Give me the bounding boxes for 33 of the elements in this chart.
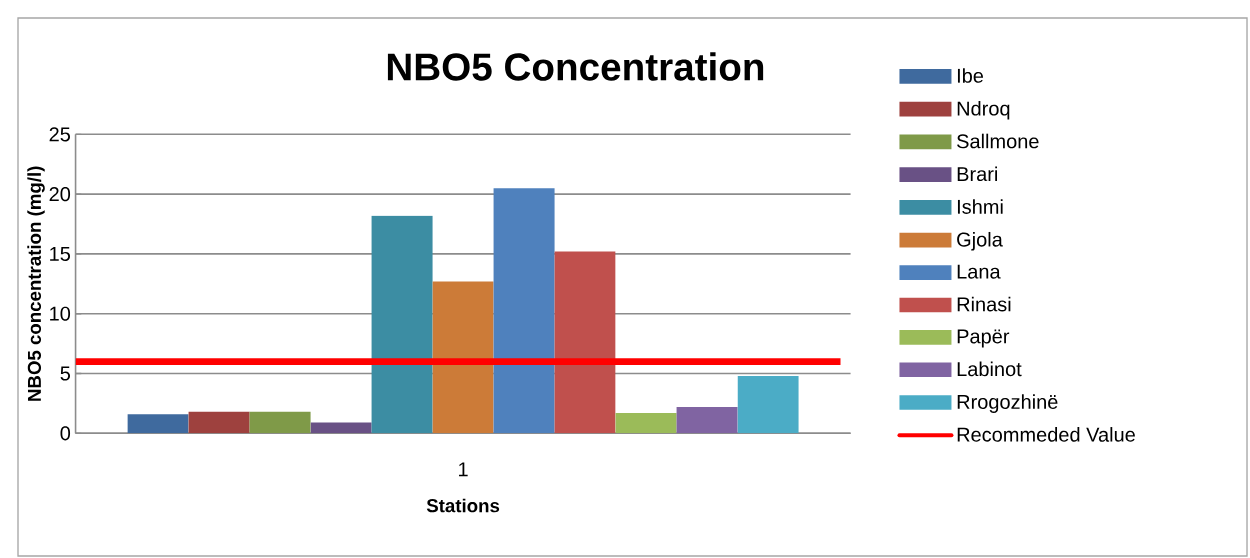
legend-label: Ishmi [957, 199, 1003, 214]
legend-label: Rrogozhinë [957, 394, 1058, 413]
legend-label: Rinasi [957, 296, 1011, 312]
legend-label: Ndroq [957, 100, 1010, 120]
y-tick-label: 25 [49, 127, 71, 142]
legend-label: Ibe [957, 68, 984, 83]
bar [371, 215, 433, 434]
chart-title: NBO5 Concentration [387, 52, 764, 81]
y-tick-label: 10 [50, 306, 71, 321]
bar [737, 375, 799, 434]
legend-label: Brari [957, 166, 997, 182]
legend-label: Labinot [957, 361, 1022, 377]
bar [188, 411, 250, 434]
y-axis-title: NBO5 concentration (mg/l) [27, 166, 45, 401]
x-tick-label: 1 [459, 462, 468, 477]
legend-label: Recommeded Value [957, 427, 1135, 442]
y-tick-label: 5 [60, 366, 71, 381]
bar [615, 412, 677, 434]
bar [676, 407, 738, 434]
y-tick-label: 15 [50, 246, 71, 261]
bar [310, 422, 372, 434]
bar [432, 281, 494, 434]
legend-label: Papër [957, 329, 1010, 348]
bar [493, 188, 555, 434]
bar [127, 414, 189, 434]
y-tick-label: 20 [49, 187, 71, 202]
legend-label: Gjola [957, 231, 1003, 251]
legend-label: Lana [957, 264, 1001, 279]
y-tick-label: 0 [60, 426, 71, 441]
bar [249, 411, 311, 434]
bar [554, 251, 616, 434]
legend-label: Sallmone [957, 133, 1039, 149]
x-axis-title: Stations [426, 498, 500, 513]
